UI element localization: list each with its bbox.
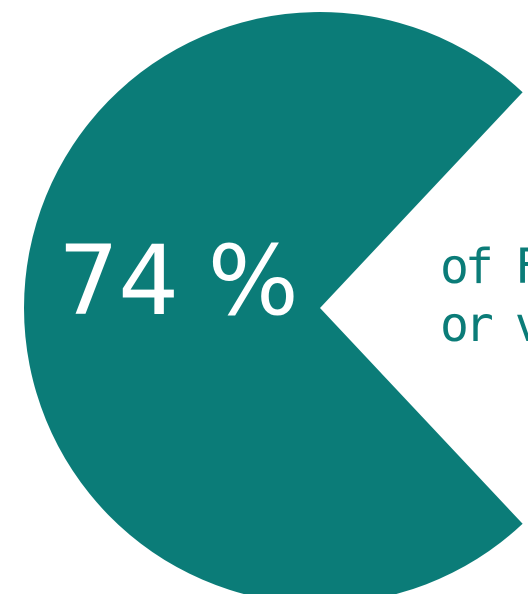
caption-line-1: of Fr <box>440 239 528 295</box>
chart-caption: of Fr or ve <box>440 238 528 354</box>
pie-slice-74 <box>23 12 523 594</box>
percentage-label: 74 % <box>58 225 299 337</box>
caption-line-2: or ve <box>440 297 528 353</box>
